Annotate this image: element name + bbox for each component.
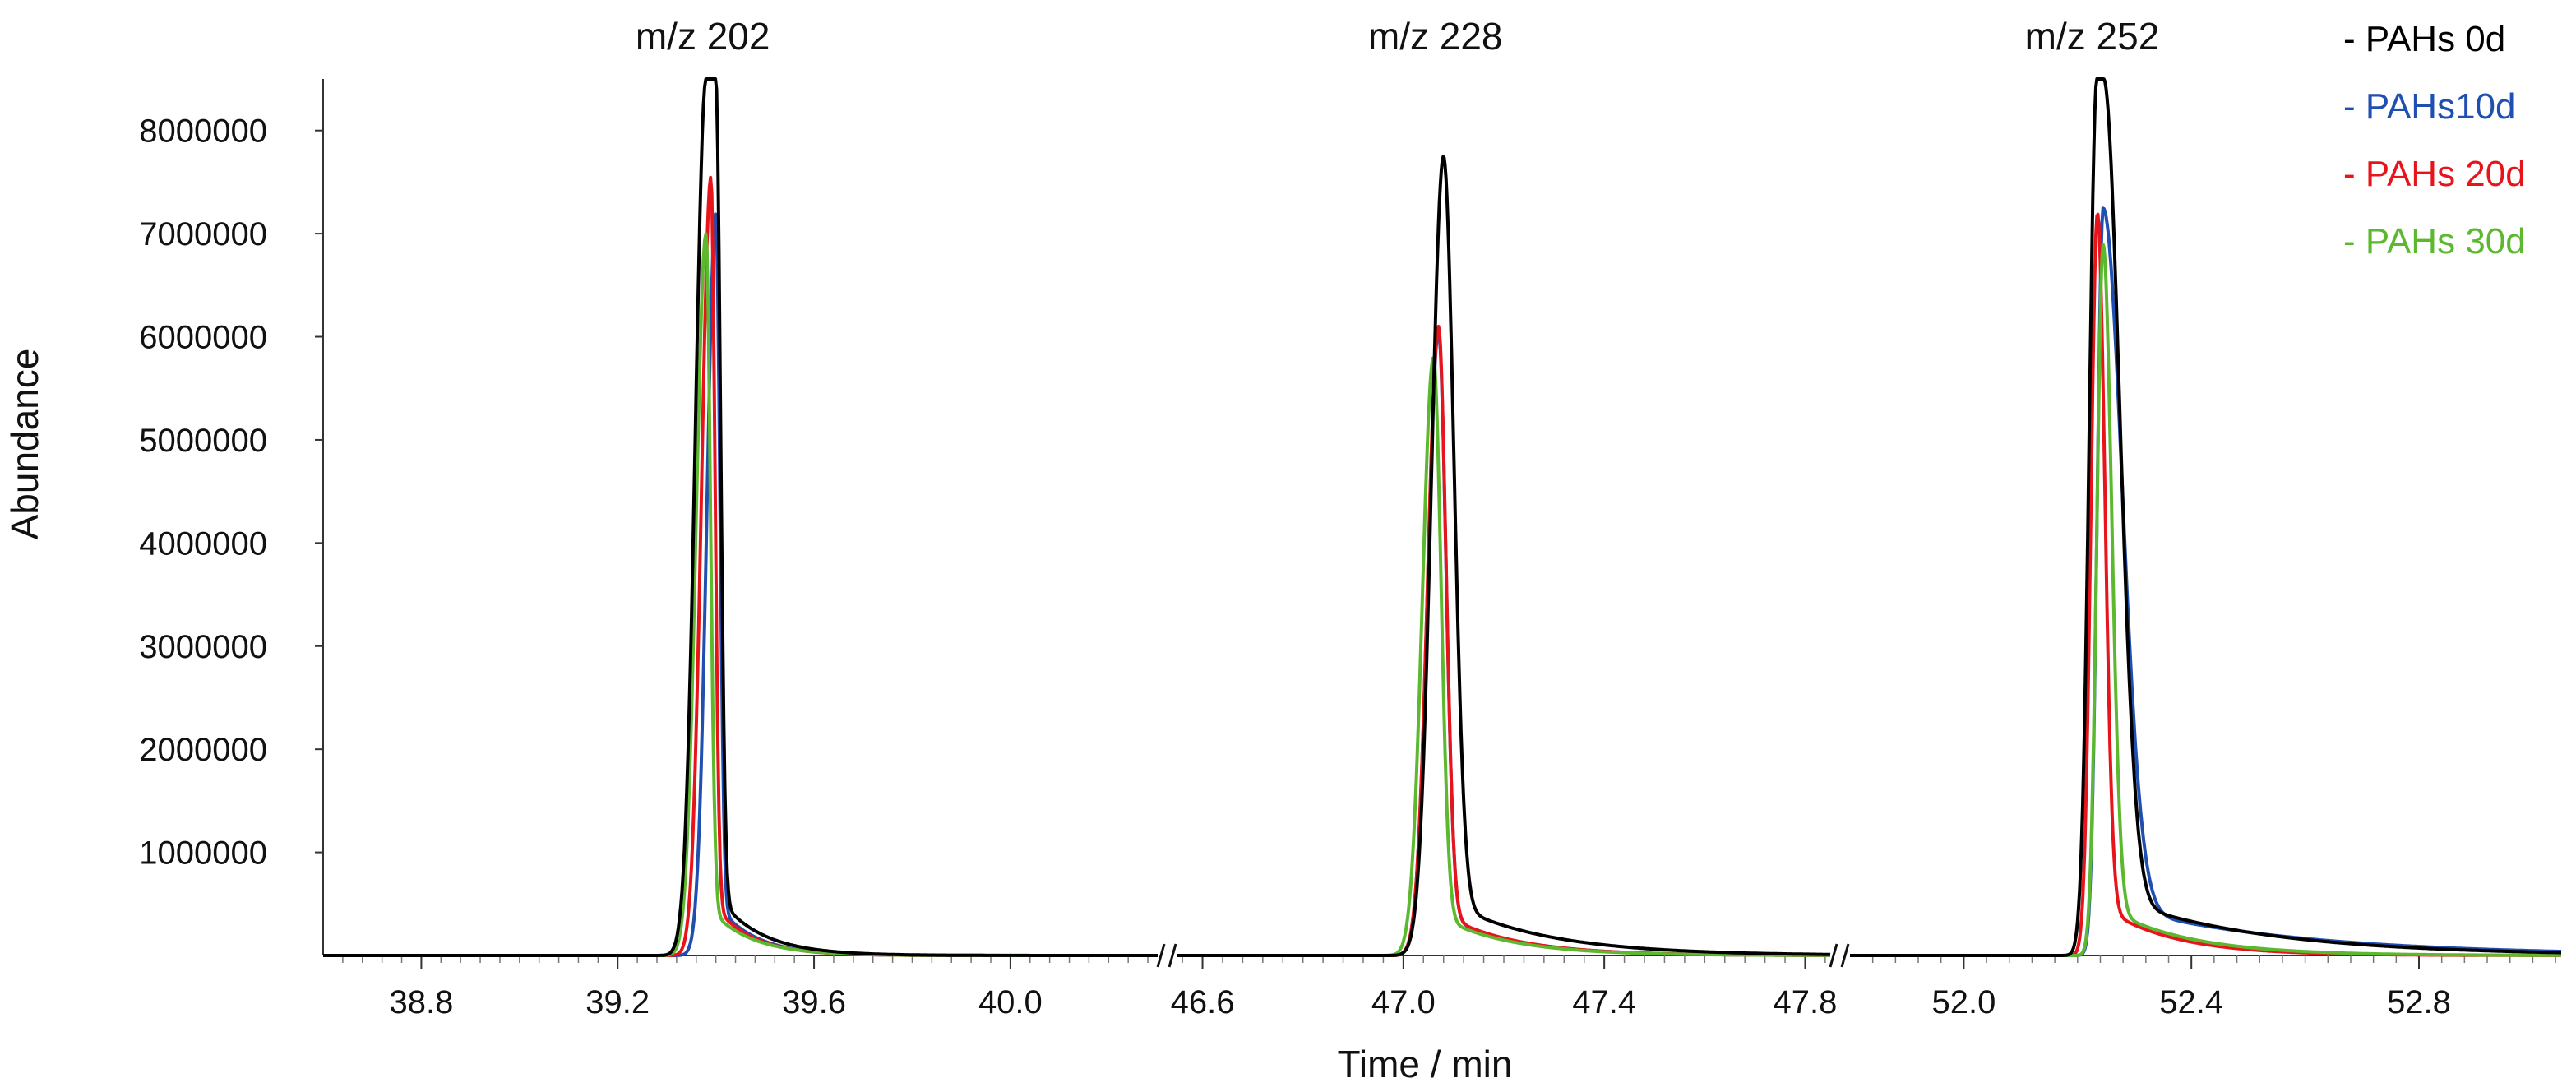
peak-trace: [1177, 155, 1831, 957]
panel-titles: m/z 202 m/z 228 m/z 252: [636, 15, 2159, 58]
x-tick-label: 39.6: [782, 984, 846, 1020]
y-axis: 1000000 2000000 3000000 4000000 5000000 60000…: [139, 79, 324, 956]
axis-break: [1829, 942, 1850, 969]
peak-trace: [322, 232, 1159, 957]
legend-entry: - PAHs 0d: [2343, 19, 2505, 59]
x-tick-label: 38.8: [389, 984, 453, 1020]
y-tick-label: 2000000: [139, 732, 267, 768]
peak-trace: [1849, 243, 2562, 957]
legend: - PAHs 0d - PAHs10d - PAHs 20d - PAHs 30d: [2343, 19, 2526, 261]
peak-trace: [1849, 77, 2562, 957]
y-tick-label: 7000000: [139, 216, 267, 252]
x-tick-label: 39.2: [585, 984, 650, 1020]
x-tick-label: 52.8: [2387, 984, 2451, 1020]
axis-break-stroke: [1168, 943, 1177, 968]
x-tick-label: 47.0: [1371, 984, 1436, 1020]
peak-trace: [1849, 206, 2562, 957]
y-tick-label: 5000000: [139, 423, 267, 459]
y-axis-title: Abundance: [3, 349, 46, 540]
y-tick-label: 3000000: [139, 629, 267, 665]
x-axis-title: Time / min: [1338, 1043, 1513, 1085]
peak-trace: [1177, 330, 1831, 957]
x-tick-label: 47.4: [1572, 984, 1636, 1020]
x-tick-label: 47.8: [1774, 984, 1838, 1020]
x-tick-label: 52.0: [1931, 984, 1996, 1020]
peak-trace: [322, 175, 1159, 957]
legend-entry: - PAHs 20d: [2343, 154, 2526, 194]
peak-trace: [322, 212, 1159, 957]
x-tick-label: 46.6: [1171, 984, 1235, 1020]
panel-title: m/z 252: [2025, 15, 2160, 58]
panel-title: m/z 202: [636, 15, 770, 58]
series-layer: [322, 77, 2562, 957]
peak-trace: [1177, 356, 1831, 957]
y-tick-label: 6000000: [139, 320, 267, 356]
peak-trace: [1849, 212, 2562, 957]
legend-entry: - PAHs10d: [2343, 86, 2516, 127]
peak-trace: [1177, 325, 1831, 957]
y-tick-label: 4000000: [139, 525, 267, 562]
x-tick-label: 52.4: [2159, 984, 2223, 1020]
axis-break-stroke: [1840, 943, 1850, 968]
peak-trace: [322, 77, 1159, 957]
axis-break-stroke: [1156, 943, 1166, 968]
y-tick-label: 8000000: [139, 113, 267, 150]
legend-entry: - PAHs 30d: [2343, 221, 2526, 261]
y-tick-label: 1000000: [139, 835, 267, 872]
axis-break: [1156, 942, 1177, 969]
x-tick-label: 40.0: [978, 984, 1043, 1020]
panel-title: m/z 228: [1368, 15, 1503, 58]
axis-break-stroke: [1829, 943, 1838, 968]
